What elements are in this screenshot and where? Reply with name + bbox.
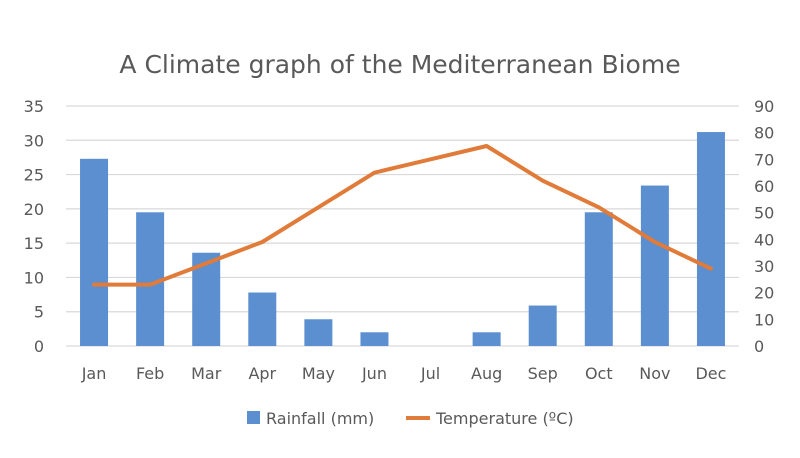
temperature-series-line: [92, 144, 713, 287]
y-right-tick-label: 10: [754, 310, 774, 329]
x-tick-label: Sep: [528, 364, 558, 383]
y-right-tick-label: 50: [754, 204, 774, 223]
legend-rainfall-label: Rainfall (mm): [266, 409, 374, 428]
axis-labels: 0 5 10 15 20 25 30 35 0 10 20 30 40 50 60 70 80 90 Jan Feb M…: [24, 97, 775, 383]
x-tick-label: Apr: [248, 364, 276, 383]
x-tick-label: Mar: [191, 364, 222, 383]
x-tick-label: Oct: [585, 364, 613, 383]
x-tick-label: Jun: [361, 364, 387, 383]
y-left-tick-label: 20: [24, 200, 44, 219]
gridlines: [66, 105, 739, 347]
rainfall-bar: [80, 158, 109, 346]
x-tick-label: Jan: [81, 364, 107, 383]
rainfall-bar: [584, 212, 613, 346]
legend-rainfall-swatch: [247, 411, 260, 424]
y-right-tick-label: 30: [754, 257, 774, 276]
rainfall-bar: [640, 185, 669, 346]
y-left-tick-label: 10: [24, 268, 44, 287]
y-right-tick-label: 80: [754, 124, 774, 143]
y-left-tick-label: 30: [24, 131, 44, 150]
rainfall-bar: [472, 332, 501, 346]
y-left-tick-label: 35: [24, 97, 44, 116]
x-tick-label: Jul: [420, 364, 440, 383]
rainfall-bar: [304, 319, 333, 346]
x-tick-label: Dec: [695, 364, 726, 383]
y-left-tick-label: 0: [34, 337, 44, 356]
y-right-tick-label: 20: [754, 284, 774, 303]
x-tick-label: Feb: [136, 364, 164, 383]
chart-title: A Climate graph of the Mediterranean Bio…: [119, 50, 680, 79]
y-right-tick-label: 90: [754, 97, 774, 116]
y-right-tick-label: 0: [754, 337, 764, 356]
x-tick-label: May: [302, 364, 335, 383]
rainfall-bar: [360, 332, 389, 346]
rainfall-bar: [528, 305, 557, 346]
temperature-line: [92, 144, 713, 287]
y-left-tick-label: 15: [24, 234, 44, 253]
rainfall-bar: [248, 292, 277, 346]
y-left-tick-label: 5: [34, 303, 44, 322]
y-left-tick-label: 25: [24, 166, 44, 185]
rainfall-bar: [696, 132, 725, 346]
x-tick-label: Nov: [639, 364, 670, 383]
legend: Rainfall (mm) Temperature (ºC): [247, 409, 574, 428]
y-right-tick-label: 40: [754, 230, 774, 249]
y-right-tick-label: 70: [754, 150, 774, 169]
legend-temperature-label: Temperature (ºC): [435, 409, 574, 428]
x-tick-label: Aug: [471, 364, 502, 383]
y-right-tick-label: 60: [754, 177, 774, 196]
